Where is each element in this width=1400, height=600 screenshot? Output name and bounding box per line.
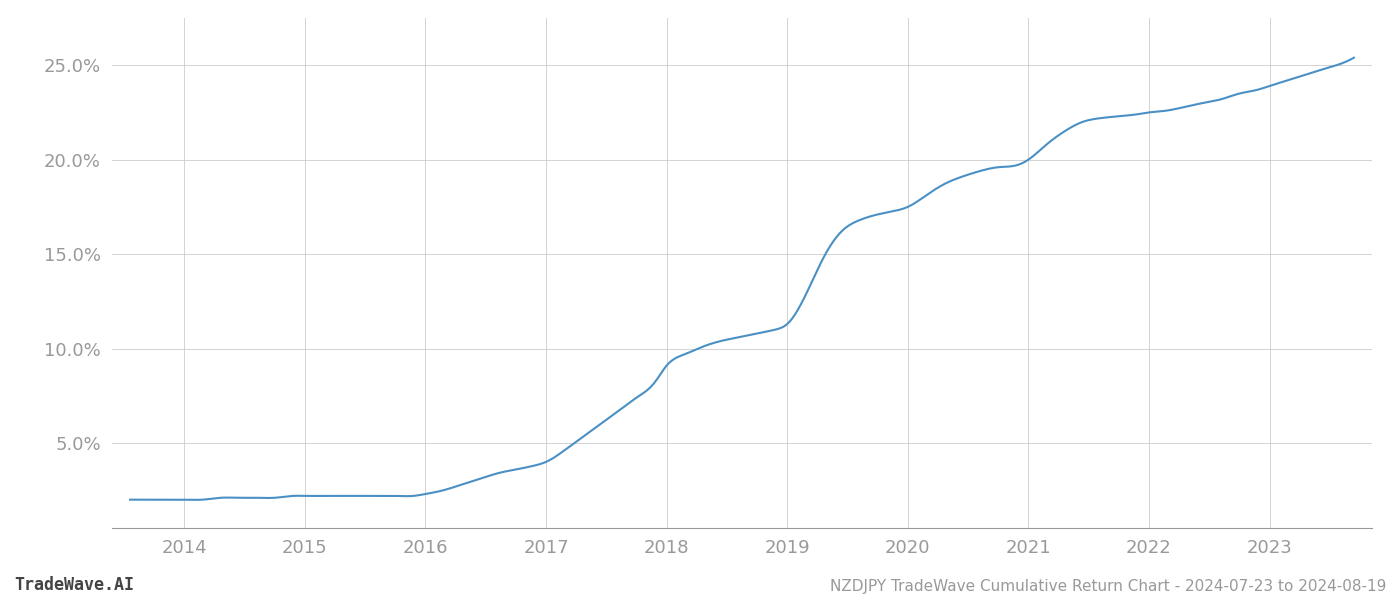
Text: NZDJPY TradeWave Cumulative Return Chart - 2024-07-23 to 2024-08-19: NZDJPY TradeWave Cumulative Return Chart… [830,579,1386,594]
Text: TradeWave.AI: TradeWave.AI [14,576,134,594]
